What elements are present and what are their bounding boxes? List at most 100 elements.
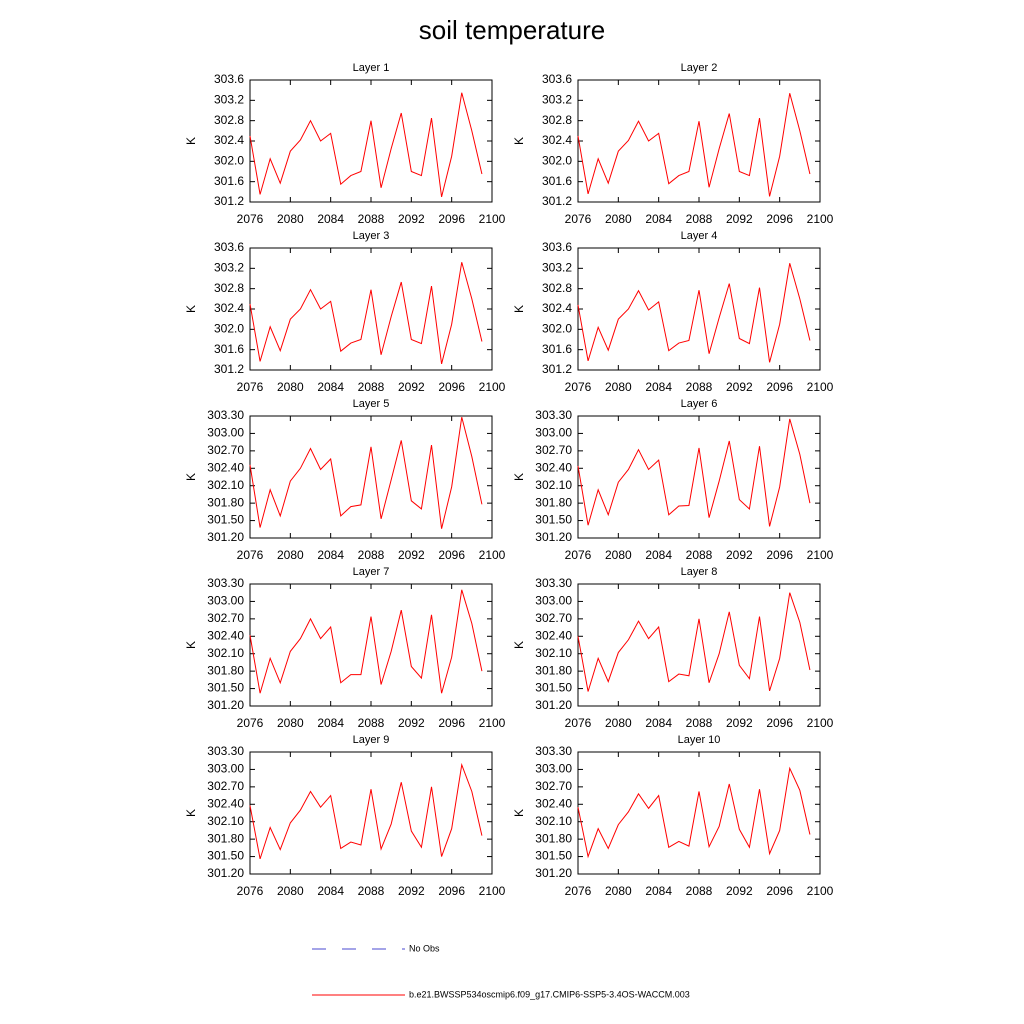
y-tick-label: 301.2 (214, 194, 244, 208)
y-tick-label: 303.30 (535, 744, 572, 758)
subplot-title: Layer 5 (353, 398, 390, 410)
y-tick-label: 301.50 (207, 681, 244, 695)
y-tick-label: 302.10 (207, 646, 244, 660)
data-line (577, 766, 811, 859)
x-tick-label: 2100 (479, 380, 506, 394)
y-tick-label: 303.6 (214, 240, 244, 254)
subplot-title: Layer 1 (353, 62, 390, 74)
x-tick-label: 2084 (645, 548, 672, 562)
y-tick-label: 301.20 (207, 698, 244, 712)
x-tick-label: 2088 (358, 212, 385, 226)
x-tick-label: 2088 (686, 380, 713, 394)
x-tick-label: 2080 (605, 548, 632, 562)
x-tick-label: 2092 (726, 884, 753, 898)
y-tick-label: 303.00 (535, 762, 572, 776)
y-tick-label: 301.80 (207, 663, 244, 677)
y-tick-label: 301.50 (535, 513, 572, 527)
y-tick-label: 302.8 (214, 113, 244, 127)
y-tick-label: 303.30 (207, 576, 244, 590)
y-axis-label: K (184, 305, 198, 313)
plot-frame (577, 79, 821, 203)
x-tick-label: 2076 (237, 716, 264, 730)
y-tick-label: 301.80 (207, 831, 244, 845)
y-tick-label: 302.4 (542, 133, 572, 147)
x-tick-label: 2096 (438, 884, 465, 898)
x-tick-label: 2088 (358, 884, 385, 898)
y-tick-label: 303.30 (207, 408, 244, 422)
y-tick-label: 302.0 (542, 154, 572, 168)
x-tick-label: 2084 (645, 884, 672, 898)
x-tick-label: 2088 (358, 716, 385, 730)
x-tick-label: 2080 (605, 716, 632, 730)
x-tick-label: 2080 (277, 380, 304, 394)
y-tick-label: 302.70 (207, 443, 244, 457)
x-tick-label: 2088 (358, 548, 385, 562)
x-tick-label: 2076 (565, 716, 592, 730)
x-tick-label: 2100 (807, 380, 834, 394)
y-axis-label: K (184, 473, 198, 481)
x-tick-label: 2088 (686, 548, 713, 562)
y-tick-label: 302.0 (214, 322, 244, 336)
y-tick-label: 303.00 (535, 594, 572, 608)
subplot-title: Layer 9 (353, 734, 390, 746)
plot-frame (577, 247, 821, 371)
y-tick-label: 302.70 (207, 611, 244, 625)
y-tick-label: 301.50 (207, 849, 244, 863)
y-axis-label: K (512, 305, 526, 313)
x-tick-label: 2080 (277, 884, 304, 898)
y-tick-label: 301.20 (535, 698, 572, 712)
x-tick-label: 2096 (438, 380, 465, 394)
x-tick-label: 2080 (277, 212, 304, 226)
x-tick-label: 2088 (686, 716, 713, 730)
y-tick-label: 303.2 (542, 261, 572, 275)
y-tick-label: 303.2 (214, 261, 244, 275)
data-line (249, 92, 483, 198)
x-tick-label: 2080 (605, 380, 632, 394)
y-tick-label: 302.4 (542, 301, 572, 315)
y-tick-label: 301.80 (535, 831, 572, 845)
plot-frame (249, 415, 493, 539)
subplot-title: Layer 7 (353, 566, 390, 578)
subplot-title: Layer 6 (681, 398, 718, 410)
y-tick-label: 301.20 (207, 866, 244, 880)
y-axis-label: K (512, 809, 526, 817)
x-tick-label: 2096 (438, 548, 465, 562)
x-tick-label: 2100 (479, 716, 506, 730)
y-tick-label: 301.6 (214, 174, 244, 188)
y-tick-label: 302.10 (535, 646, 572, 660)
subplot-title: Layer 10 (678, 734, 721, 746)
y-tick-label: 302.40 (535, 460, 572, 474)
x-tick-label: 2096 (766, 212, 793, 226)
x-tick-label: 2092 (398, 380, 425, 394)
subplot-title: Layer 4 (681, 230, 718, 242)
y-tick-label: 302.4 (214, 301, 244, 315)
y-tick-label: 303.00 (207, 426, 244, 440)
x-tick-label: 2076 (565, 548, 592, 562)
x-tick-label: 2092 (726, 380, 753, 394)
y-axis-label: K (184, 809, 198, 817)
x-tick-label: 2092 (726, 212, 753, 226)
x-tick-label: 2080 (277, 716, 304, 730)
x-tick-label: 2096 (438, 716, 465, 730)
x-tick-label: 2080 (277, 548, 304, 562)
y-axis-label: K (512, 641, 526, 649)
y-tick-label: 302.0 (214, 154, 244, 168)
y-tick-label: 301.2 (542, 194, 572, 208)
x-tick-label: 2092 (726, 548, 753, 562)
y-tick-label: 301.6 (542, 342, 572, 356)
y-tick-label: 302.8 (542, 281, 572, 295)
data-line (249, 589, 483, 694)
y-tick-label: 302.70 (535, 443, 572, 457)
y-tick-label: 302.70 (535, 779, 572, 793)
x-tick-label: 2100 (807, 884, 834, 898)
x-tick-label: 2100 (479, 212, 506, 226)
y-tick-label: 303.30 (207, 744, 244, 758)
x-tick-label: 2100 (479, 548, 506, 562)
x-tick-label: 2084 (645, 716, 672, 730)
y-tick-label: 301.20 (535, 866, 572, 880)
subplot-title: Layer 8 (681, 566, 718, 578)
y-tick-label: 301.20 (535, 530, 572, 544)
subplot-title: Layer 3 (353, 230, 390, 242)
x-tick-label: 2096 (766, 884, 793, 898)
